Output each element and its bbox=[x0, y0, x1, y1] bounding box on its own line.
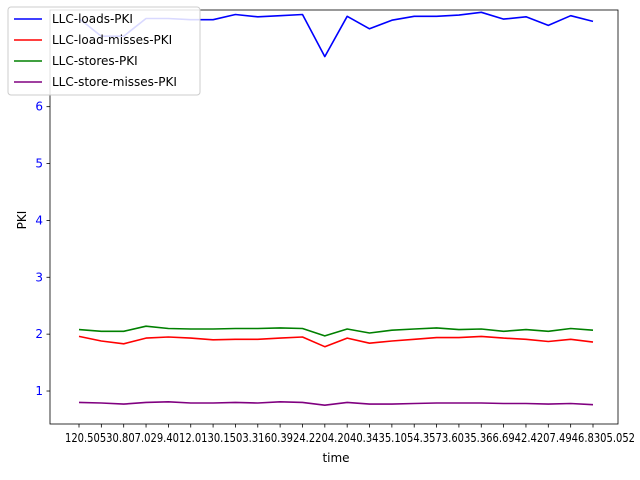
x-tick-labels: 120.50530.807.029.4012.0130.1503.3160.39… bbox=[65, 431, 635, 445]
legend: LLC-loads-PKI LLC-load-misses-PKI LLC-st… bbox=[7, 6, 201, 96]
y-tick-label: 4 bbox=[35, 213, 43, 227]
y-axis-ticks: 1 2 3 4 5 6 bbox=[35, 100, 50, 398]
series-line-llc-stores-pki bbox=[78, 325, 594, 337]
series-line-llc-store-misses-pki bbox=[78, 400, 594, 407]
x-axis-ticks bbox=[78, 424, 594, 428]
x-axis-label: time bbox=[322, 451, 349, 465]
legend-label-llc-store-misses: LLC-store-misses-PKI bbox=[52, 75, 177, 89]
legend-label-llc-stores: LLC-stores-PKI bbox=[52, 54, 138, 68]
y-tick-label: 2 bbox=[35, 327, 43, 341]
y-tick-label: 6 bbox=[35, 100, 43, 114]
legend-label-llc-loads: LLC-loads-PKI bbox=[52, 12, 133, 26]
series-line-llc-load-misses-pki bbox=[78, 335, 594, 348]
y-axis-label: PKI bbox=[15, 211, 29, 230]
legend-label-llc-load-misses: LLC-load-misses-PKI bbox=[52, 33, 172, 47]
y-tick-label: 5 bbox=[35, 157, 43, 171]
plot-frame bbox=[49, 9, 619, 425]
legend-box bbox=[7, 6, 201, 96]
y-tick-label: 1 bbox=[35, 384, 43, 398]
y-tick-label: 3 bbox=[35, 270, 43, 284]
